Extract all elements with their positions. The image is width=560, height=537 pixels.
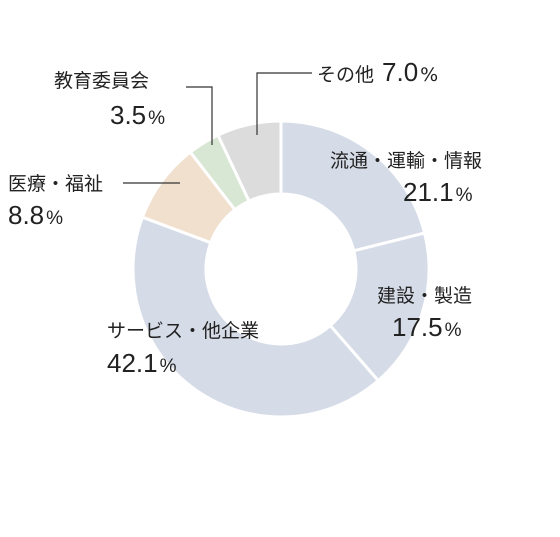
label-construction-name: 建設・製造 [377,285,472,307]
label-education-value: 3.5% [110,100,165,130]
label-construction: 建設・製造 17.5% [377,285,472,342]
label-service-name: サービス・他企業 [107,320,259,342]
label-medical-value: 8.8% [8,200,63,230]
label-other-text: その他 7.0% [317,57,438,87]
label-education-name: 教育委員会 [54,70,149,92]
label-other: その他 7.0% [317,57,438,87]
label-education: 教育委員会 3.5% [54,70,165,130]
label-distribution-value: 21.1% [403,177,473,207]
slice-other [215,119,283,204]
label-service-value: 42.1% [107,348,177,378]
leader-line-education [186,86,213,145]
label-distribution: 流通・運輸・情報 21.1% [330,150,482,207]
slice-construction [328,231,431,383]
label-medical-name: 医療・福祉 [8,173,103,195]
label-medical: 医療・福祉 8.8% [8,173,103,230]
leader-line-other [256,72,312,135]
slice-service [131,215,381,419]
slices-group [131,119,431,419]
label-distribution-name: 流通・運輸・情報 [330,150,482,172]
label-construction-value: 17.5% [392,312,462,342]
label-service: サービス・他企業 42.1% [107,320,259,378]
slice-distribution [279,119,427,253]
